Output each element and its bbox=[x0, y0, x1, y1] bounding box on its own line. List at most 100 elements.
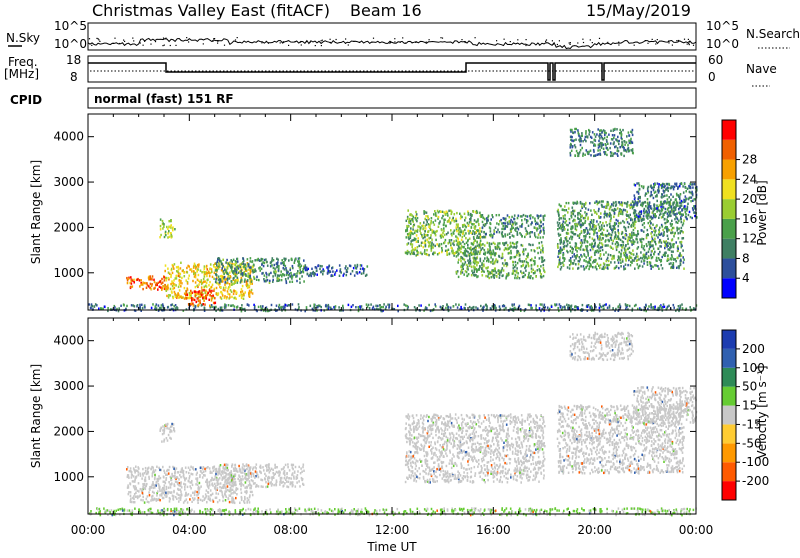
power-cell bbox=[575, 242, 577, 244]
power-cell bbox=[510, 219, 512, 221]
power-cell bbox=[594, 139, 596, 141]
power-cell bbox=[426, 249, 428, 251]
power-cell bbox=[658, 229, 660, 231]
power-cell bbox=[590, 136, 592, 138]
power-cell bbox=[575, 139, 577, 141]
power-cell bbox=[233, 259, 235, 261]
power-cell bbox=[596, 232, 598, 234]
power-cell bbox=[570, 154, 572, 156]
power-cell bbox=[175, 284, 177, 286]
power-cell bbox=[623, 226, 625, 228]
n-search-point bbox=[559, 40, 560, 41]
n-search-point bbox=[546, 39, 547, 40]
power-cell bbox=[560, 305, 562, 307]
velocity-cell bbox=[436, 510, 438, 512]
power-cell bbox=[241, 297, 243, 299]
power-cell bbox=[199, 296, 201, 298]
power-cell bbox=[522, 251, 524, 253]
power-cell bbox=[211, 286, 213, 288]
power-cell bbox=[517, 272, 519, 274]
power-cell bbox=[436, 243, 438, 245]
power-cell bbox=[633, 253, 635, 255]
power-cell bbox=[653, 197, 655, 199]
power-cell bbox=[684, 208, 686, 210]
power-cell bbox=[480, 305, 482, 307]
power-cell bbox=[450, 229, 452, 231]
power-cell bbox=[571, 136, 573, 138]
power-cell bbox=[632, 129, 634, 131]
power-cell bbox=[514, 214, 516, 216]
power-cell bbox=[689, 211, 691, 213]
power-cell bbox=[234, 305, 236, 307]
power-cell bbox=[637, 255, 639, 257]
power-cell bbox=[501, 228, 503, 230]
n-search-point bbox=[235, 39, 236, 40]
power-cell bbox=[439, 252, 441, 254]
power-cell bbox=[482, 243, 484, 245]
power-cell bbox=[560, 239, 562, 241]
n-search-point bbox=[165, 38, 166, 39]
power-cell bbox=[643, 212, 645, 214]
power-cell bbox=[284, 259, 286, 261]
power-cell bbox=[276, 305, 278, 307]
power-cell bbox=[664, 252, 666, 254]
power-cell bbox=[473, 306, 475, 308]
power-cell bbox=[618, 251, 620, 253]
power-cell bbox=[139, 285, 141, 287]
power-cell bbox=[681, 241, 683, 243]
power-cell bbox=[172, 272, 174, 274]
power-cell bbox=[606, 264, 608, 266]
power-cell bbox=[526, 233, 528, 235]
power-cell bbox=[639, 188, 641, 190]
power-cell bbox=[470, 214, 472, 216]
power-cell bbox=[465, 232, 467, 234]
power-cell bbox=[426, 219, 428, 221]
power-cell bbox=[213, 278, 215, 280]
power-cell bbox=[476, 241, 478, 243]
power-cell bbox=[287, 277, 289, 279]
power-cell bbox=[673, 202, 675, 204]
power-cell bbox=[579, 151, 581, 153]
power-cell bbox=[243, 264, 245, 266]
power-cell bbox=[648, 222, 650, 224]
power-cell bbox=[418, 304, 420, 306]
power-cell bbox=[184, 287, 186, 289]
power-cell bbox=[251, 289, 253, 291]
power-cell bbox=[610, 205, 612, 207]
power-cell bbox=[600, 246, 602, 248]
power-cell bbox=[311, 268, 313, 270]
colorbar-swatch bbox=[722, 239, 736, 259]
power-cell bbox=[320, 265, 322, 267]
power-cell bbox=[603, 262, 605, 264]
power-cell bbox=[513, 218, 515, 220]
power-cell bbox=[505, 277, 507, 279]
power-cell bbox=[503, 222, 505, 224]
power-cell bbox=[480, 258, 482, 260]
n-search-point bbox=[618, 42, 619, 43]
power-cell bbox=[167, 228, 169, 230]
power-cell bbox=[438, 216, 440, 218]
power-cell bbox=[564, 205, 566, 207]
power-cell bbox=[168, 294, 170, 296]
power-cell bbox=[532, 216, 534, 218]
power-cell bbox=[240, 270, 242, 272]
power-cell bbox=[618, 235, 620, 237]
power-cell bbox=[439, 243, 441, 245]
power-cell bbox=[191, 268, 193, 270]
power-cell bbox=[201, 286, 203, 288]
power-cell bbox=[676, 229, 678, 231]
power-cell bbox=[577, 234, 579, 236]
power-cell bbox=[458, 276, 460, 278]
power-cell bbox=[538, 233, 540, 235]
power-cell bbox=[127, 282, 129, 284]
power-cell bbox=[658, 268, 660, 270]
power-cell bbox=[572, 262, 574, 264]
power-cell bbox=[575, 263, 577, 265]
power-cell bbox=[170, 294, 172, 296]
power-cell bbox=[621, 249, 623, 251]
power-cell bbox=[471, 270, 473, 272]
power-cell bbox=[280, 270, 282, 272]
power-cell bbox=[605, 207, 607, 209]
power-cell bbox=[641, 229, 643, 231]
